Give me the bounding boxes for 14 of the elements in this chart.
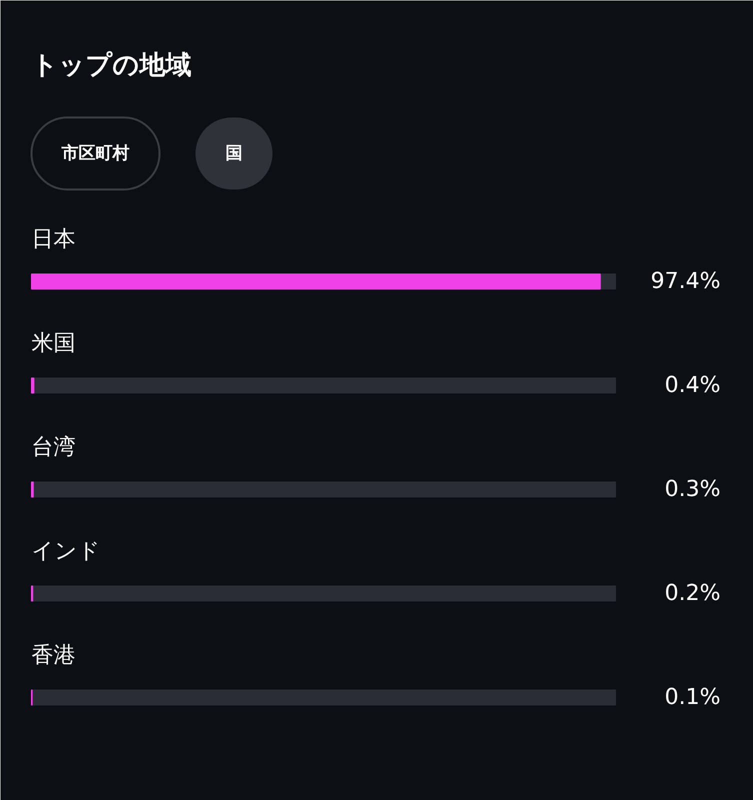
data-label: 0.2% xyxy=(664,581,721,606)
y-tick-label: 香港 xyxy=(32,643,76,668)
text: 国 xyxy=(226,144,242,164)
y-tick-label: 日本 xyxy=(32,227,76,252)
chart-title: トップの地域 xyxy=(32,50,192,80)
text: 市区町村 xyxy=(60,144,130,164)
y-tick-label: 米国 xyxy=(32,331,76,356)
bar xyxy=(31,378,34,394)
data-label: 0.4% xyxy=(664,373,721,398)
data-label: 0.3% xyxy=(664,477,721,502)
y-tick-label: 台湾 xyxy=(32,435,76,460)
data-label: 97.4% xyxy=(650,269,720,294)
data-label: 0.1% xyxy=(664,685,721,710)
y-tick-label: インド xyxy=(32,539,100,564)
